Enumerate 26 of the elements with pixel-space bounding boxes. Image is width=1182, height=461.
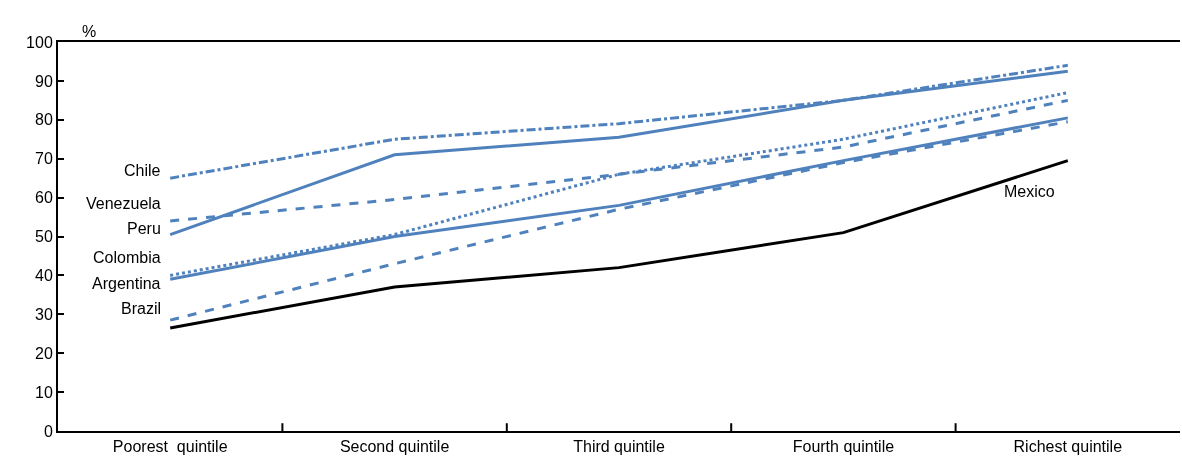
- y-tick-label: 80: [35, 111, 53, 129]
- y-tick-label: 50: [35, 228, 53, 246]
- series-label: Argentina: [92, 275, 161, 292]
- x-tick-label: Fourth quintile: [792, 438, 895, 456]
- y-tick-label: 60: [35, 189, 53, 207]
- x-tick-label: Poorest quintile: [112, 438, 228, 456]
- series-label: Colombia: [93, 249, 161, 266]
- y-tick-label: 90: [35, 72, 53, 90]
- y-tick-label: 100: [26, 33, 53, 51]
- y-tick-label: 40: [35, 267, 53, 284]
- series-label: Mexico: [1004, 183, 1055, 200]
- y-tick-label: 0: [43, 422, 53, 440]
- x-tick-label: Second quintile: [339, 438, 450, 456]
- y-tick-label: 20: [35, 344, 53, 362]
- y-tick-label: 70: [35, 150, 53, 168]
- x-tick-label: Richest quintile: [1013, 438, 1123, 456]
- series-label: Chile: [124, 162, 161, 179]
- x-tick-label: Third quintile: [573, 438, 665, 456]
- series-label: Peru: [127, 220, 161, 237]
- line-series: [168, 120, 1070, 322]
- line-series: [168, 159, 1070, 330]
- series-label: Brazil: [121, 300, 162, 317]
- y-tick-label: 10: [35, 383, 53, 401]
- y-tick-label: 30: [35, 305, 53, 323]
- series-label: Venezuela: [86, 195, 161, 212]
- y-axis-title: %: [82, 23, 97, 40]
